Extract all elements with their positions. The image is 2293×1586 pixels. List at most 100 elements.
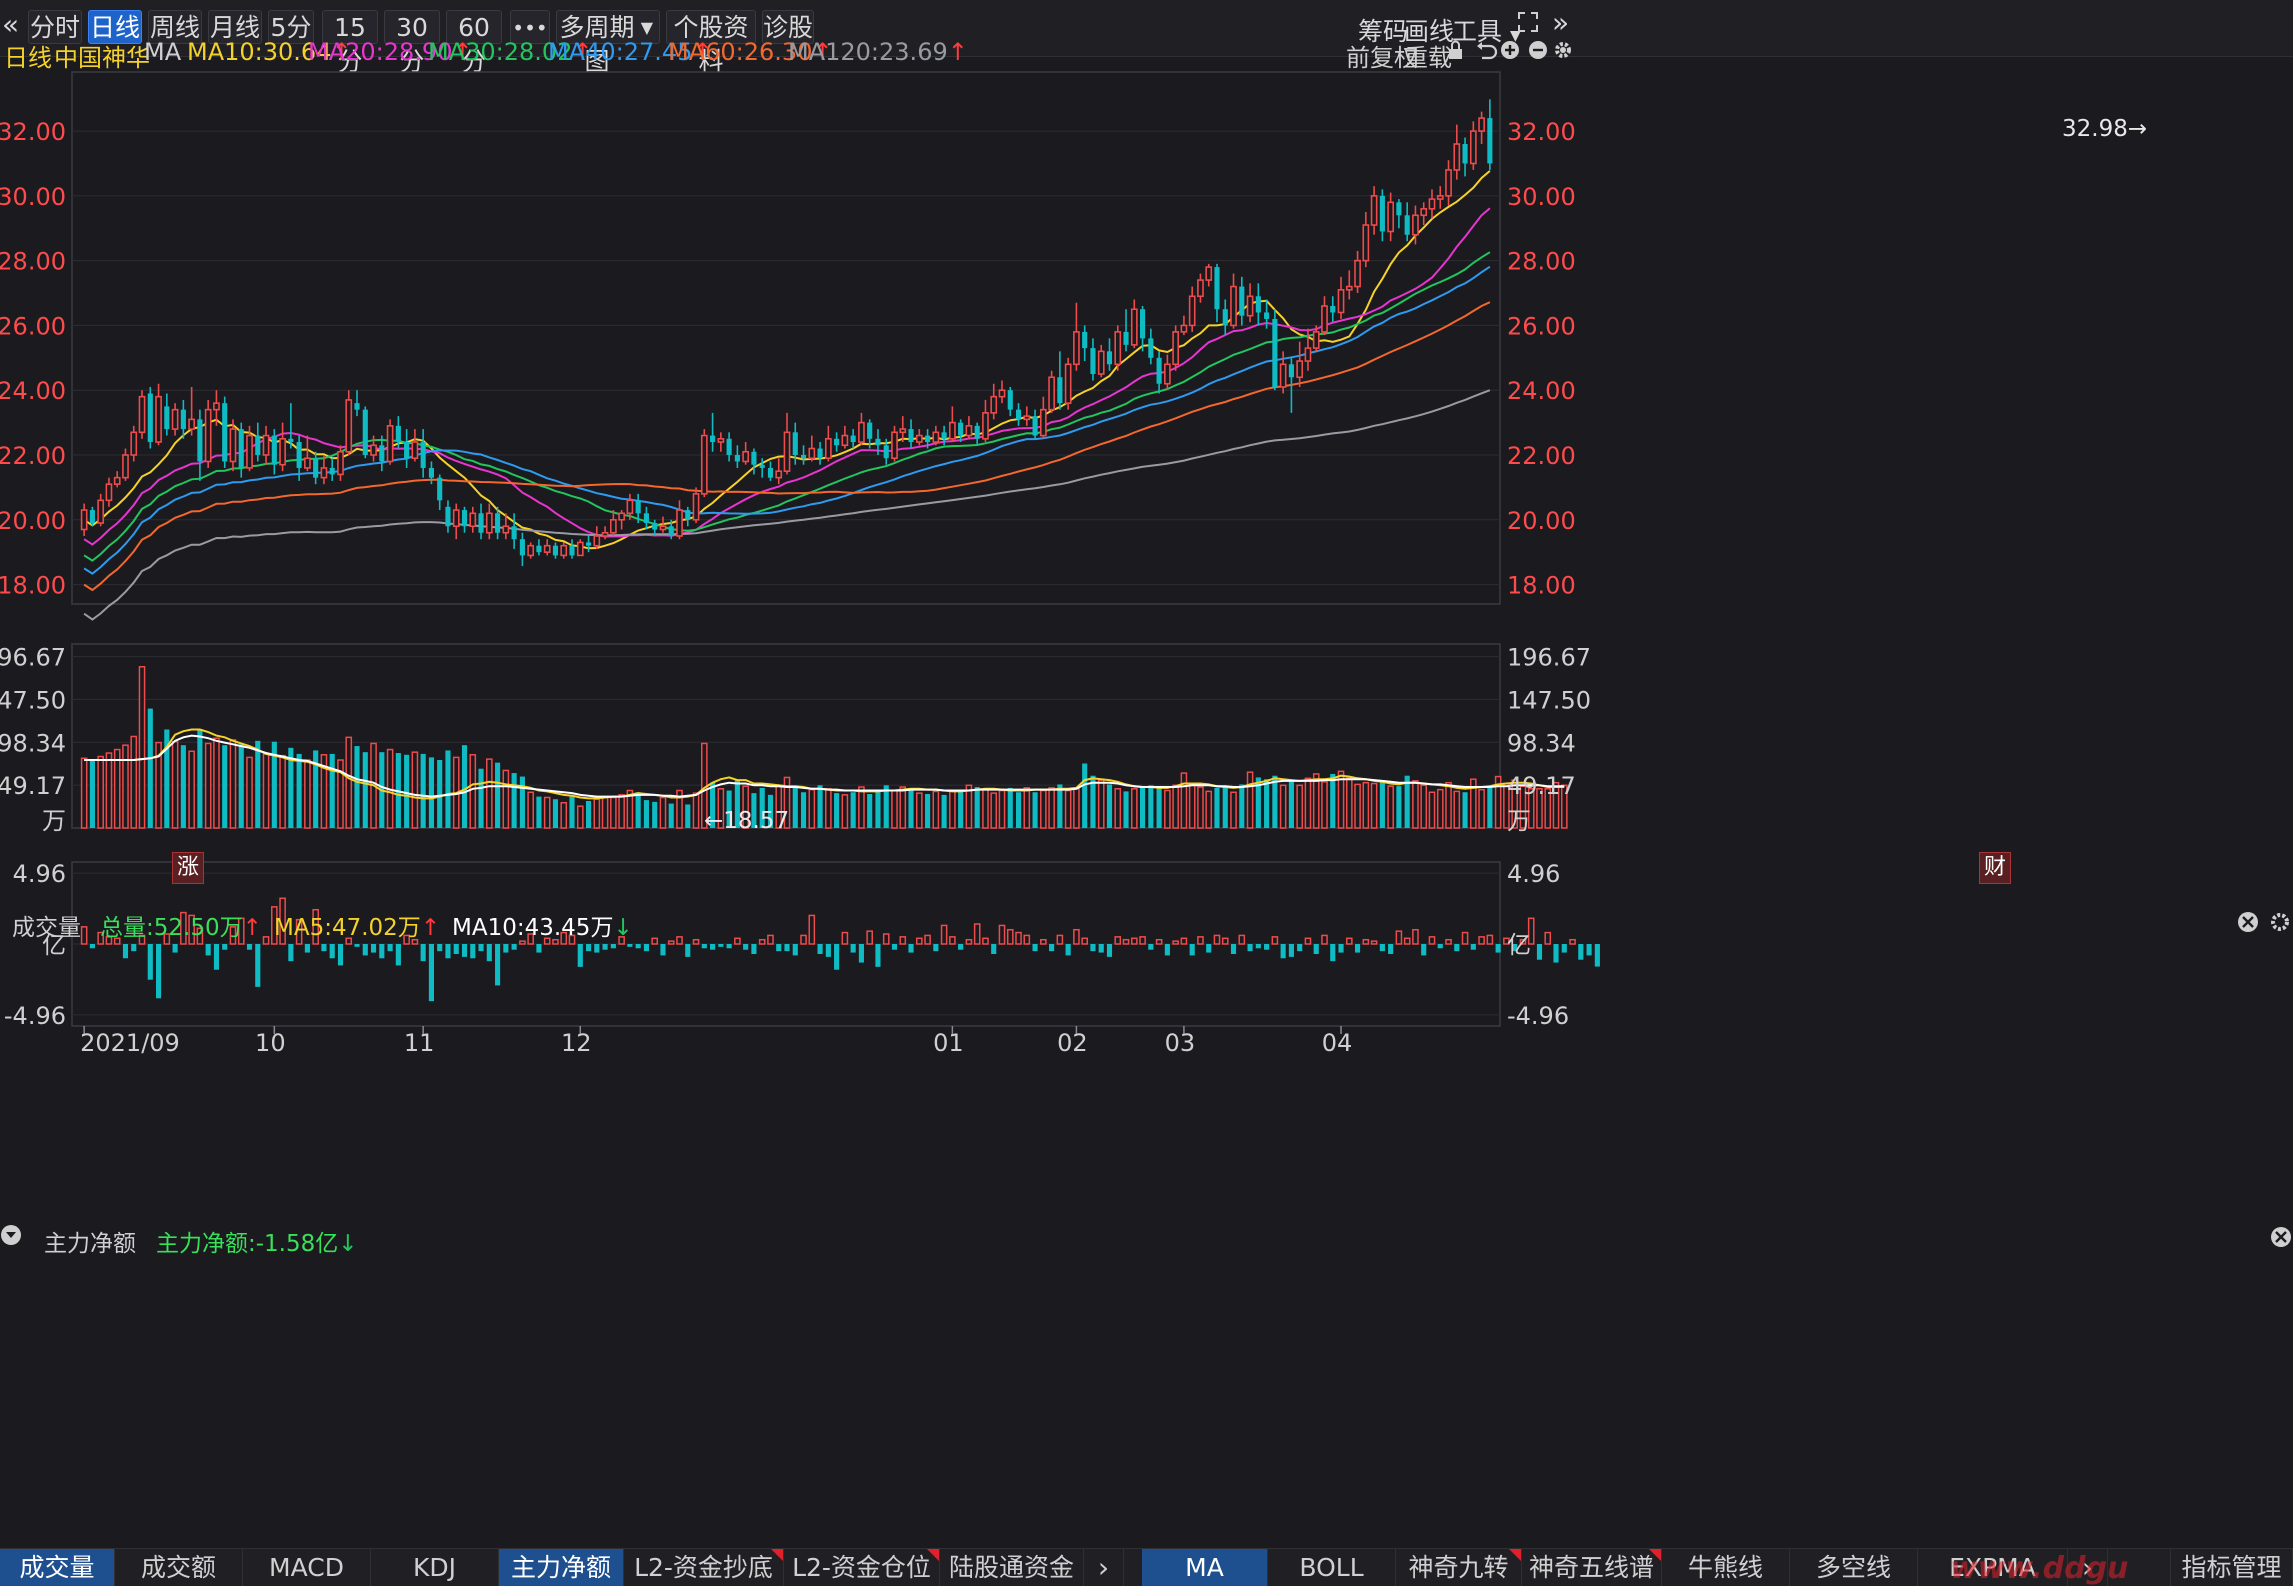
tab-30min[interactable]: 30分 <box>384 10 440 76</box>
more-periods-button[interactable]: ••• <box>510 10 550 44</box>
limit-up-tag[interactable]: 涨 <box>172 852 204 884</box>
volume-bar <box>1279 784 1287 829</box>
volume-ma5: MA5:47.02万↑ <box>274 908 440 942</box>
finance-tag[interactable]: 财 <box>1979 852 2011 884</box>
new-badge-icon <box>1649 1549 1661 1561</box>
price-tick-label: 24.00 <box>1507 377 1576 405</box>
volume-bar <box>320 754 328 829</box>
chevron-right-icon[interactable]: › <box>1084 1549 1124 1586</box>
candle-body <box>1057 377 1063 404</box>
tab-volume[interactable]: 成交量 <box>0 1549 115 1586</box>
candle-body <box>411 441 419 460</box>
candle-body <box>925 435 931 443</box>
tab-boll[interactable]: BOLL <box>1268 1549 1396 1586</box>
fund-bar <box>1403 937 1411 945</box>
fund-bar <box>1330 944 1336 962</box>
tab-bull-bear[interactable]: 牛熊线 <box>1662 1549 1790 1586</box>
volume-bar <box>1164 789 1171 829</box>
volume-bar <box>676 789 683 829</box>
ma-label[interactable]: MA <box>144 38 182 66</box>
volume-bar <box>717 788 725 829</box>
candle-body <box>891 431 898 460</box>
tab-weekly[interactable]: 周线 <box>148 10 202 44</box>
fund-bar <box>743 944 749 950</box>
indicator-manage-button[interactable]: 指标管理 <box>2170 1549 2293 1586</box>
fund-bar <box>552 938 559 945</box>
chip-button[interactable]: 筹码 <box>1358 17 1409 46</box>
volume-bar <box>1420 784 1428 829</box>
candle-body <box>1214 267 1220 310</box>
tab-5min[interactable]: 5分 <box>268 10 314 44</box>
candle-body <box>685 510 691 520</box>
volume-bar <box>915 792 923 829</box>
fund-bar <box>288 944 294 962</box>
fund-bar <box>767 934 774 945</box>
tab-l2-position[interactable]: L2-资金仓位 <box>784 1549 940 1586</box>
candle-body <box>1330 305 1336 313</box>
stock-name[interactable]: 中国神华 <box>54 44 150 72</box>
tab-hk-connect[interactable]: 陆股通资金 <box>940 1549 1084 1586</box>
draw-line-button[interactable]: 画线 <box>1404 17 1455 46</box>
tab-15min[interactable]: 15分 <box>322 10 378 76</box>
volume-bar <box>1123 791 1129 828</box>
candle-body <box>304 457 311 469</box>
candle-body <box>452 509 460 528</box>
tab-fenshi[interactable]: 分时 <box>28 10 82 44</box>
fund-bar <box>362 944 368 956</box>
tab-kdj[interactable]: KDJ <box>371 1549 499 1586</box>
tab-macd[interactable]: MACD <box>243 1549 371 1586</box>
collapse-right-icon[interactable]: » <box>1552 6 1570 39</box>
volume-bar <box>685 804 691 828</box>
volume-bar <box>610 796 617 829</box>
candle-body <box>130 431 138 456</box>
x-tick-label: 10 <box>255 1029 286 1057</box>
tab-monthly[interactable]: 月线 <box>208 10 262 44</box>
expand-icon[interactable] <box>1516 10 1540 34</box>
fund-bar <box>213 944 220 970</box>
volume-bar <box>428 757 434 828</box>
fund-bar <box>933 944 939 952</box>
down-arrow-icon: ↓ <box>613 915 633 941</box>
candle-body <box>1123 331 1129 345</box>
volume-bar <box>668 803 674 828</box>
tab-ma[interactable]: MA <box>1142 1549 1268 1586</box>
fund-bar <box>304 944 310 953</box>
candle-body <box>941 432 947 439</box>
up-arrow-icon: ↑ <box>420 915 441 941</box>
chevron-right-icon[interactable]: › <box>2068 1549 2108 1586</box>
fund-bar <box>1495 944 1501 953</box>
fund-bar <box>866 930 874 945</box>
diagnose-button[interactable]: 诊股 <box>762 10 814 44</box>
tab-daily[interactable]: 日线 <box>88 10 142 44</box>
tab-main-net[interactable]: 主力净额 <box>499 1549 624 1586</box>
collapse-left-icon[interactable]: « <box>2 8 20 41</box>
fund-bar <box>312 908 319 945</box>
volume-bar <box>1494 775 1502 829</box>
volume-bar <box>1172 784 1179 829</box>
collapse-panel-icon[interactable] <box>0 1224 22 1246</box>
tab-expma[interactable]: EXPMA <box>1918 1549 2068 1586</box>
candle-body <box>1140 309 1146 339</box>
fund-bar <box>568 934 576 945</box>
reload-button[interactable]: 重载 <box>1404 44 1452 72</box>
tools-menu[interactable]: 工具 ▼ <box>1452 12 1521 48</box>
tab-l2-bottom[interactable]: L2-资金抄底 <box>624 1549 784 1586</box>
tab-turnover[interactable]: 成交额 <box>115 1549 243 1586</box>
multi-period-dropdown[interactable]: 多周期图 ▼ <box>556 10 660 76</box>
candle-body <box>255 435 261 455</box>
candle-body <box>974 425 980 439</box>
fund-bar <box>1338 944 1344 953</box>
volume-bar <box>1412 780 1419 829</box>
stock-profile-button[interactable]: 个股资料 <box>666 10 756 76</box>
fund-panel-title: 主力净额 <box>44 1231 136 1257</box>
tab-td9[interactable]: 神奇九转 <box>1396 1549 1522 1586</box>
volume-tick-label: 49.17 <box>0 772 66 800</box>
tab-five-lines[interactable]: 神奇五线谱 <box>1522 1549 1662 1586</box>
kline-chart[interactable]: 32.00 30.00 28.00 26.00 24.00 22.00 20.00 18.00… <box>0 0 2293 1548</box>
new-badge-icon <box>771 1549 783 1561</box>
close-icon[interactable] <box>2270 1226 2292 1248</box>
fq-adjust-button[interactable]: 前复权 <box>1346 44 1418 72</box>
tab-60min[interactable]: 60分 <box>446 10 502 76</box>
fund-bar <box>1354 944 1361 953</box>
tab-long-short[interactable]: 多空线 <box>1790 1549 1918 1586</box>
